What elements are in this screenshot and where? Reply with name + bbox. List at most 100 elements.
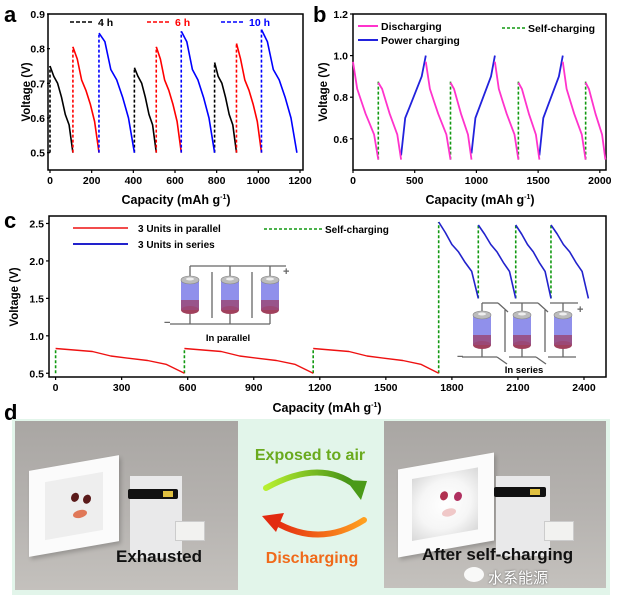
plus-sign: + [283,266,289,278]
x-tick-label: 2400 [572,382,596,394]
x-tick-label: 300 [113,382,131,394]
panel-label-c: c [4,208,16,233]
flashlight [494,487,546,497]
discharge-curve [494,61,520,160]
legend-label-discharging: Discharging [381,21,442,33]
parallel-curve [313,347,440,374]
panel-label-d: d [4,400,17,425]
y-tick-label: 0.9 [30,9,45,21]
discharge-curve-6h [235,43,263,153]
arrow-discharging [262,513,367,538]
x-tick-label: 800 [208,175,226,187]
y-tick-label: 2.0 [29,256,44,268]
x-tick-label: 600 [166,175,184,187]
picture-frame [398,452,494,558]
x-tick-label: 0 [53,382,59,394]
photo-after-self-charging: After self-charging 水系能源 [384,421,606,588]
x-tick-label: 2000 [588,175,612,187]
parallel-curve [55,347,185,374]
x-tick-label: 1000 [465,175,489,187]
legend-label-6h: 6 h [175,17,190,29]
discharge-curve [517,82,541,160]
series-curve [515,224,552,299]
x-tick-label: 0 [47,175,53,187]
discharge-curve [561,61,587,160]
panel-label-b: b [313,2,326,27]
plus-sign: + [577,304,583,316]
power-charge-curve [538,55,564,156]
label-discharging: Discharging [266,550,358,567]
battery-module [175,521,205,541]
x-tick-label: 400 [125,175,143,187]
discharge-curve [424,61,452,160]
x-tick-label: 500 [406,175,424,187]
power-charge-curve [400,55,427,156]
photo-exhausted: Exhausted [15,421,238,590]
discharge-curve-10h [180,30,216,153]
legend-label-power-charging: Power charging [381,35,460,47]
label-exposed-to-air: Exposed to air [255,447,365,464]
y-tick-label: 1.0 [29,331,44,343]
x-tick-label: 2100 [506,382,530,394]
lit-area [412,467,478,541]
y-tick-label: 0.6 [333,134,348,146]
battery-module [544,521,574,541]
discharge-curve-4h [213,62,238,153]
y-tick-label: 0.5 [30,148,45,160]
caption-after-self-charging: After self-charging [422,545,574,564]
caption-exhausted: Exhausted [116,547,202,566]
y-tick-label: 1.2 [333,9,348,21]
arrow-exposed-to-air [263,469,367,500]
legend-label-series: 3 Units in series [138,240,215,251]
legend-label-self-charging: Self-charging [325,225,389,236]
minus-sign: − [457,351,463,363]
battery-cell-icon [512,310,532,349]
x-tick-label: 1000 [247,175,271,187]
chart-b: 0 500 1000 1500 2000 0.6 0.8 1.0 1.2 Discharging… [318,9,612,207]
battery-cells-parallel [180,275,280,314]
x-axis-label: Capacity (mAh g-1) [121,193,230,207]
x-axis-label: Capacity (mAh g-1) [425,193,534,207]
discharge-curve [584,82,607,160]
legend-label-self-charging: Self-charging [528,23,595,35]
parallel-curve [184,347,314,374]
battery-cell-icon [220,275,240,314]
x-tick-label: 900 [245,382,263,394]
discharge-curve-4h [49,65,74,153]
x-tick-label: 1500 [374,382,398,394]
chart-a: 0 200 400 600 800 1000 1200 0.5 0.6 0.7 0.8 0.9 4 h… [21,9,312,207]
series-curve [550,224,590,299]
y-axis-label: Voltage (V) [9,267,21,326]
plot-frame [48,215,607,378]
legend-label-10h: 10 h [249,17,270,29]
chart-c: 0 300 600 900 1200 1500 1800 2100 2400 0.5 1.0 1.5 2… [9,215,607,415]
discharge-curve [352,61,380,160]
wechat-icon [464,567,484,582]
discharge-curve [449,82,473,160]
y-tick-label: 2.5 [29,218,44,230]
power-charge-curve [470,55,496,154]
y-tick-label: 1.5 [29,293,44,305]
inset-label-series: In series [505,365,544,376]
series-curve [477,224,517,299]
picture-frame [29,455,119,557]
x-tick-label: 0 [350,175,356,187]
battery-cells-series [472,310,573,349]
legend-label-parallel: 3 Units in parallel [138,224,221,235]
battery-cell-icon [260,275,280,314]
legend-label-4h: 4 h [98,17,113,29]
watermark-text: 水系能源 [488,569,549,587]
y-tick-label: 0.8 [30,44,45,56]
discharge-curve-10h [98,32,136,153]
battery-cell-icon [553,310,573,349]
y-tick-label: 0.5 [29,368,44,380]
panel-label-a: a [4,2,17,27]
y-tick-label: 0.6 [30,113,45,125]
x-tick-label: 1800 [440,382,464,394]
plot-frame [352,13,607,171]
x-axis-label: Capacity (mAh g-1) [272,401,381,415]
x-tick-label: 1200 [288,175,312,187]
inset-label-parallel: In parallel [206,333,250,344]
series-curve [438,221,480,299]
y-axis-label: Voltage (V) [318,62,330,121]
